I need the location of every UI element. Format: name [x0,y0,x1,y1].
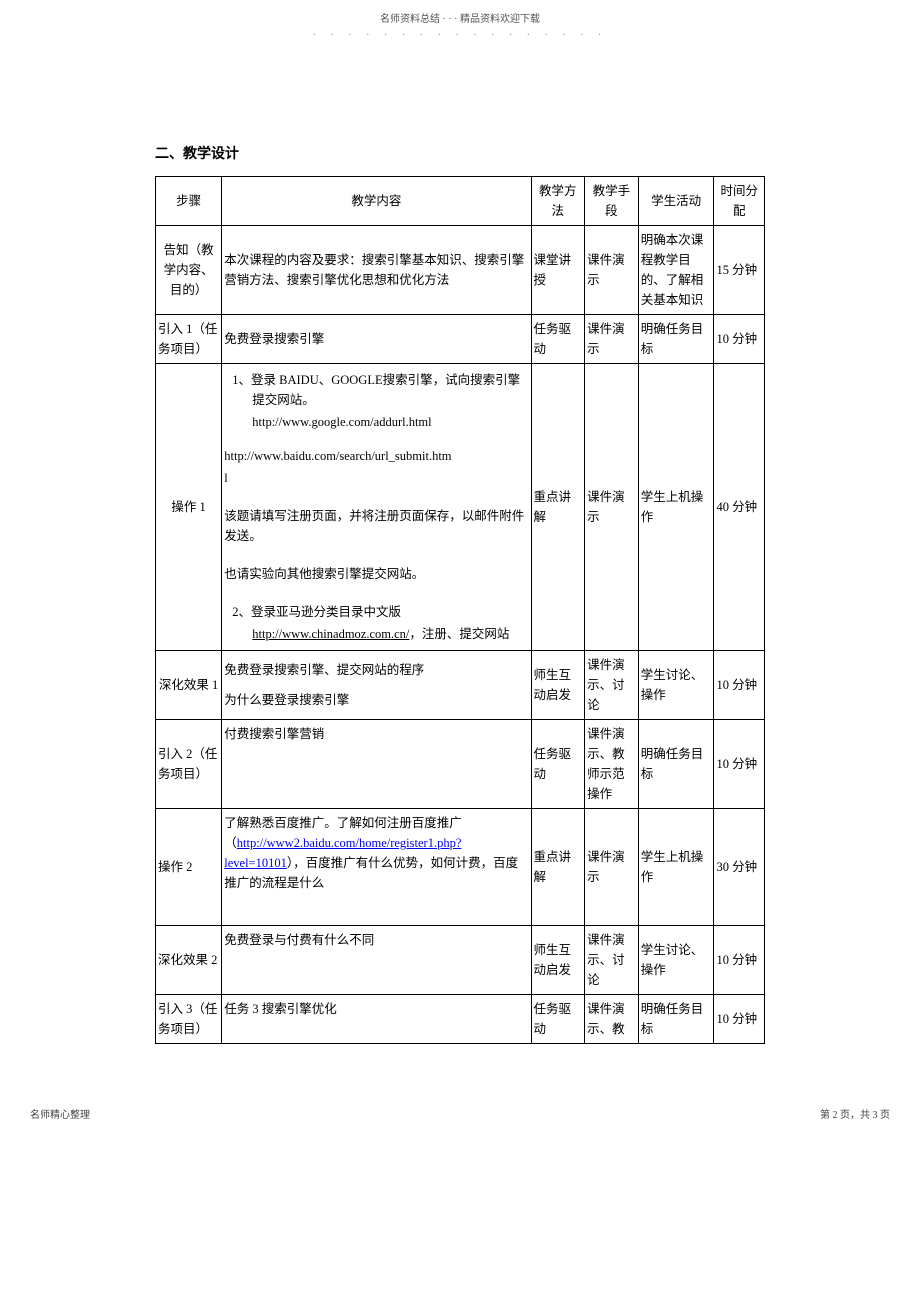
th-means: 教学手段 [585,177,639,226]
table-row: 引入 2（任务项目） 付费搜索引擎营销 任务驱动 课件演示、教师示范操作 明确任… [156,720,765,809]
cell-method: 重点讲解 [531,809,585,926]
footer-left: 名师精心整理 [30,1108,90,1124]
content-area: 二、教学设计 步骤 教学内容 教学方法 教学手段 学生活动 时间分配 告知（教学… [0,44,920,1084]
cell-step: 引入 2（任务项目） [156,720,222,809]
cell-time: 40 分钟 [714,364,765,651]
cell-content: 免费登录与付费有什么不同 [222,926,531,995]
th-step: 步骤 [156,177,222,226]
spacer [224,586,528,600]
cell-means: 课件演示 [585,226,639,315]
cell-time: 30 分钟 [714,809,765,926]
th-content: 教学内容 [222,177,531,226]
table-head-row: 步骤 教学内容 教学方法 教学手段 学生活动 时间分配 [156,177,765,226]
list-number: 1、 [232,373,251,387]
cell-activity: 明确任务目标 [638,315,714,364]
url-with-tail: http://www.chinadmoz.com.cn/，注册、提交网站 [224,624,528,644]
cell-means: 课件演示、教 [585,995,639,1044]
cell-method: 师生互动启发 [531,651,585,720]
cell-time: 15 分钟 [714,226,765,315]
footer-right: 第 2 页，共 3 页 [820,1108,890,1124]
url-line: http://www.google.com/addurl.html [224,412,528,432]
cell-method: 课堂讲授 [531,226,585,315]
cell-method: 师生互动启发 [531,926,585,995]
cell-activity: 学生讨论、操作 [638,926,714,995]
list-item: 1、登录 BAIDU、GOOGLE搜索引擎，试向搜索引擎提交网站。 [224,370,528,410]
list-number: 2、 [232,605,251,619]
page-header: 名师资料总结 · · · 精品资料欢迎下载 · · · · · · · · · … [0,0,920,44]
list-text: 登录 BAIDU、GOOGLE搜索引擎，试向搜索引擎提交网站。 [251,373,520,407]
cell-content: 1、登录 BAIDU、GOOGLE搜索引擎，试向搜索引擎提交网站。 http:/… [222,364,531,651]
list-text: 登录亚马逊分类目录中文版 [251,605,401,619]
paragraph: 也请实验向其他搜索引擎提交网站。 [224,564,528,584]
cell-step: 深化效果 2 [156,926,222,995]
cell-activity: 明确本次课程教学目的、了解相关基本知识 [638,226,714,315]
cell-method: 任务驱动 [531,995,585,1044]
cell-activity: 学生上机操作 [638,809,714,926]
tail-text: ，注册、提交网站 [409,627,509,641]
section-title: 二、教学设计 [155,144,765,166]
cell-time: 10 分钟 [714,720,765,809]
cell-means: 课件演示、讨论 [585,651,639,720]
cell-step: 操作 2 [156,809,222,926]
cell-step: 操作 1 [156,364,222,651]
cell-activity: 明确任务目标 [638,995,714,1044]
cell-step: 告知（教学内容、目的） [156,226,222,315]
header-dots: · · · · · · · · · · · · · · · · · [0,28,920,44]
table-row: 操作 1 1、登录 BAIDU、GOOGLE搜索引擎，试向搜索引擎提交网站。 h… [156,364,765,651]
cell-step: 引入 1（任务项目） [156,315,222,364]
cell-means: 课件演示、教师示范操作 [585,720,639,809]
table-row: 引入 1（任务项目） 免费登录搜索引擎 任务驱动 课件演示 明确任务目标 10 … [156,315,765,364]
header-line: 名师资料总结 · · · 精品资料欢迎下载 [0,12,920,28]
paragraph: 为什么要登录搜索引擎 [224,690,528,710]
url-line: http://www.baidu.com/search/url_submit.h… [224,446,528,466]
spacer [224,893,528,921]
paragraph: 该题请填写注册页面，并将注册页面保存，以邮件附件发送。 [224,506,528,546]
cell-time: 10 分钟 [714,651,765,720]
spacer [224,548,528,562]
cell-method: 任务驱动 [531,315,585,364]
cell-content: 了解熟悉百度推广。了解如何注册百度推广（http://www2.baidu.co… [222,809,531,926]
cell-activity: 明确任务目标 [638,720,714,809]
cell-content: 任务 3 搜索引擎优化 [222,995,531,1044]
cell-time: 10 分钟 [714,995,765,1044]
cell-activity: 学生上机操作 [638,364,714,651]
cell-method: 重点讲解 [531,364,585,651]
design-table: 步骤 教学内容 教学方法 教学手段 学生活动 时间分配 告知（教学内容、目的） … [155,176,765,1044]
th-method: 教学方法 [531,177,585,226]
cell-means: 课件演示 [585,315,639,364]
table-row: 告知（教学内容、目的） 本次课程的内容及要求：搜索引擎基本知识、搜索引擎营销方法… [156,226,765,315]
cell-time: 10 分钟 [714,315,765,364]
cell-content: 免费登录搜索引擎、提交网站的程序 为什么要登录搜索引擎 [222,651,531,720]
cell-means: 课件演示 [585,809,639,926]
cell-content: 付费搜索引擎营销 [222,720,531,809]
cell-step: 引入 3（任务项目） [156,995,222,1044]
table-row: 深化效果 2 免费登录与付费有什么不同 师生互动启发 课件演示、讨论 学生讨论、… [156,926,765,995]
spacer [224,434,528,444]
th-time: 时间分配 [714,177,765,226]
cell-method: 任务驱动 [531,720,585,809]
cell-means: 课件演示、讨论 [585,926,639,995]
cell-activity: 学生讨论、操作 [638,651,714,720]
list-item: 2、登录亚马逊分类目录中文版 [224,602,528,622]
url-line-tail: l [224,468,528,488]
paragraph: 免费登录搜索引擎、提交网站的程序 [224,660,528,680]
table-row: 引入 3（任务项目） 任务 3 搜索引擎优化 任务驱动 课件演示、教 明确任务目… [156,995,765,1044]
spacer [224,680,528,690]
spacer [224,490,528,504]
cell-time: 10 分钟 [714,926,765,995]
cell-content: 免费登录搜索引擎 [222,315,531,364]
th-activity: 学生活动 [638,177,714,226]
cell-means: 课件演示 [585,364,639,651]
table-row: 操作 2 了解熟悉百度推广。了解如何注册百度推广（http://www2.bai… [156,809,765,926]
url-underline: http://www.chinadmoz.com.cn/ [252,627,409,641]
cell-step: 深化效果 1 [156,651,222,720]
table-row: 深化效果 1 免费登录搜索引擎、提交网站的程序 为什么要登录搜索引擎 师生互动启… [156,651,765,720]
cell-content: 本次课程的内容及要求：搜索引擎基本知识、搜索引擎营销方法、搜索引擎优化思想和优化… [222,226,531,315]
